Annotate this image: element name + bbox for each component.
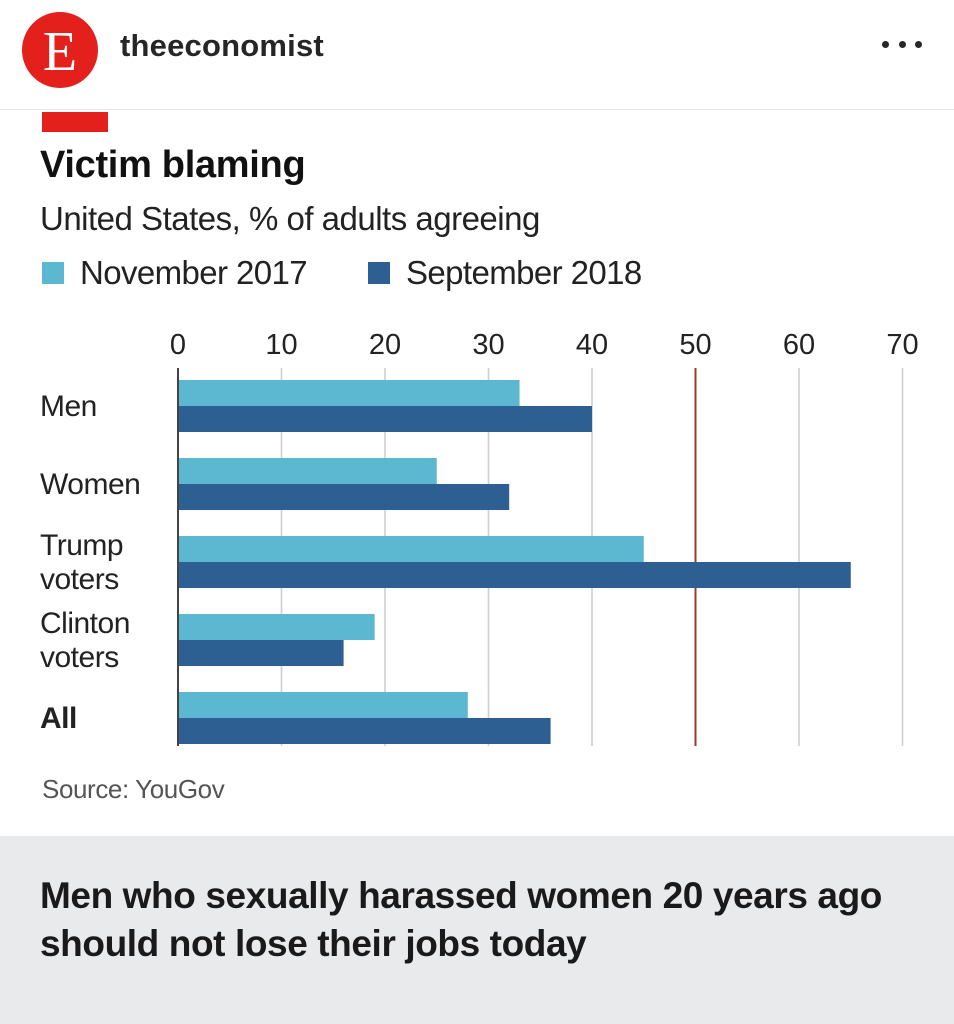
x-tick-label: 50 bbox=[679, 329, 711, 361]
x-tick-label: 0 bbox=[170, 329, 186, 361]
category-label: Men bbox=[40, 390, 97, 423]
legend-swatch bbox=[368, 262, 390, 284]
category-label: Trump bbox=[40, 529, 123, 562]
category-label: Women bbox=[40, 468, 140, 501]
bar-nov-2017 bbox=[178, 614, 375, 640]
x-tick-label: 40 bbox=[576, 329, 608, 361]
bar-nov-2017 bbox=[178, 692, 468, 718]
caption-box: Men who sexually harassed women 20 years… bbox=[0, 836, 954, 1024]
post-caption: Men who sexually harassed women 20 years… bbox=[40, 875, 882, 964]
x-tick-label: 30 bbox=[472, 329, 504, 361]
dot bbox=[915, 40, 922, 48]
dot bbox=[882, 40, 889, 48]
brand-red-tag bbox=[42, 112, 108, 132]
bar-sep-2018 bbox=[178, 484, 510, 510]
x-tick-label: 10 bbox=[265, 329, 297, 361]
legend-item-sep-2018: September 2018 bbox=[368, 254, 642, 292]
chart-source: Source: YouGov bbox=[42, 774, 225, 804]
bar-nov-2017 bbox=[178, 458, 437, 484]
x-tick-label: 20 bbox=[369, 329, 401, 361]
bar-sep-2018 bbox=[178, 718, 551, 744]
chart-title: Victim blaming bbox=[40, 144, 306, 186]
category-label: All bbox=[40, 702, 77, 735]
x-tick-label: 60 bbox=[783, 329, 815, 361]
bar-sep-2018 bbox=[178, 406, 592, 432]
category-label: Clinton bbox=[40, 607, 130, 640]
category-label: voters bbox=[40, 641, 119, 674]
bar-sep-2018 bbox=[178, 562, 851, 588]
chart-subtitle: United States, % of adults agreeing bbox=[40, 200, 540, 237]
bar-nov-2017 bbox=[178, 536, 644, 562]
bar-sep-2018 bbox=[178, 640, 344, 666]
legend-label: November 2017 bbox=[80, 254, 308, 291]
bar-nov-2017 bbox=[178, 380, 520, 406]
bar-chart: 0 10 20 30 40 50 60 70MenWomenTrumpvotersClinto… bbox=[40, 329, 919, 746]
logo-letter: E bbox=[42, 21, 78, 83]
post-header: E theeconomist bbox=[0, 0, 954, 110]
dot bbox=[898, 40, 906, 48]
legend-label: September 2018 bbox=[406, 254, 642, 291]
legend-swatch bbox=[42, 262, 64, 284]
legend-item-nov-2017: November 2017 bbox=[42, 254, 308, 292]
economist-logo[interactable]: E bbox=[22, 12, 98, 88]
x-tick-label: 70 bbox=[886, 329, 918, 361]
category-label: voters bbox=[40, 563, 119, 596]
account-username[interactable]: theeconomist bbox=[120, 28, 324, 63]
ellipsis-icon[interactable] bbox=[882, 34, 922, 54]
